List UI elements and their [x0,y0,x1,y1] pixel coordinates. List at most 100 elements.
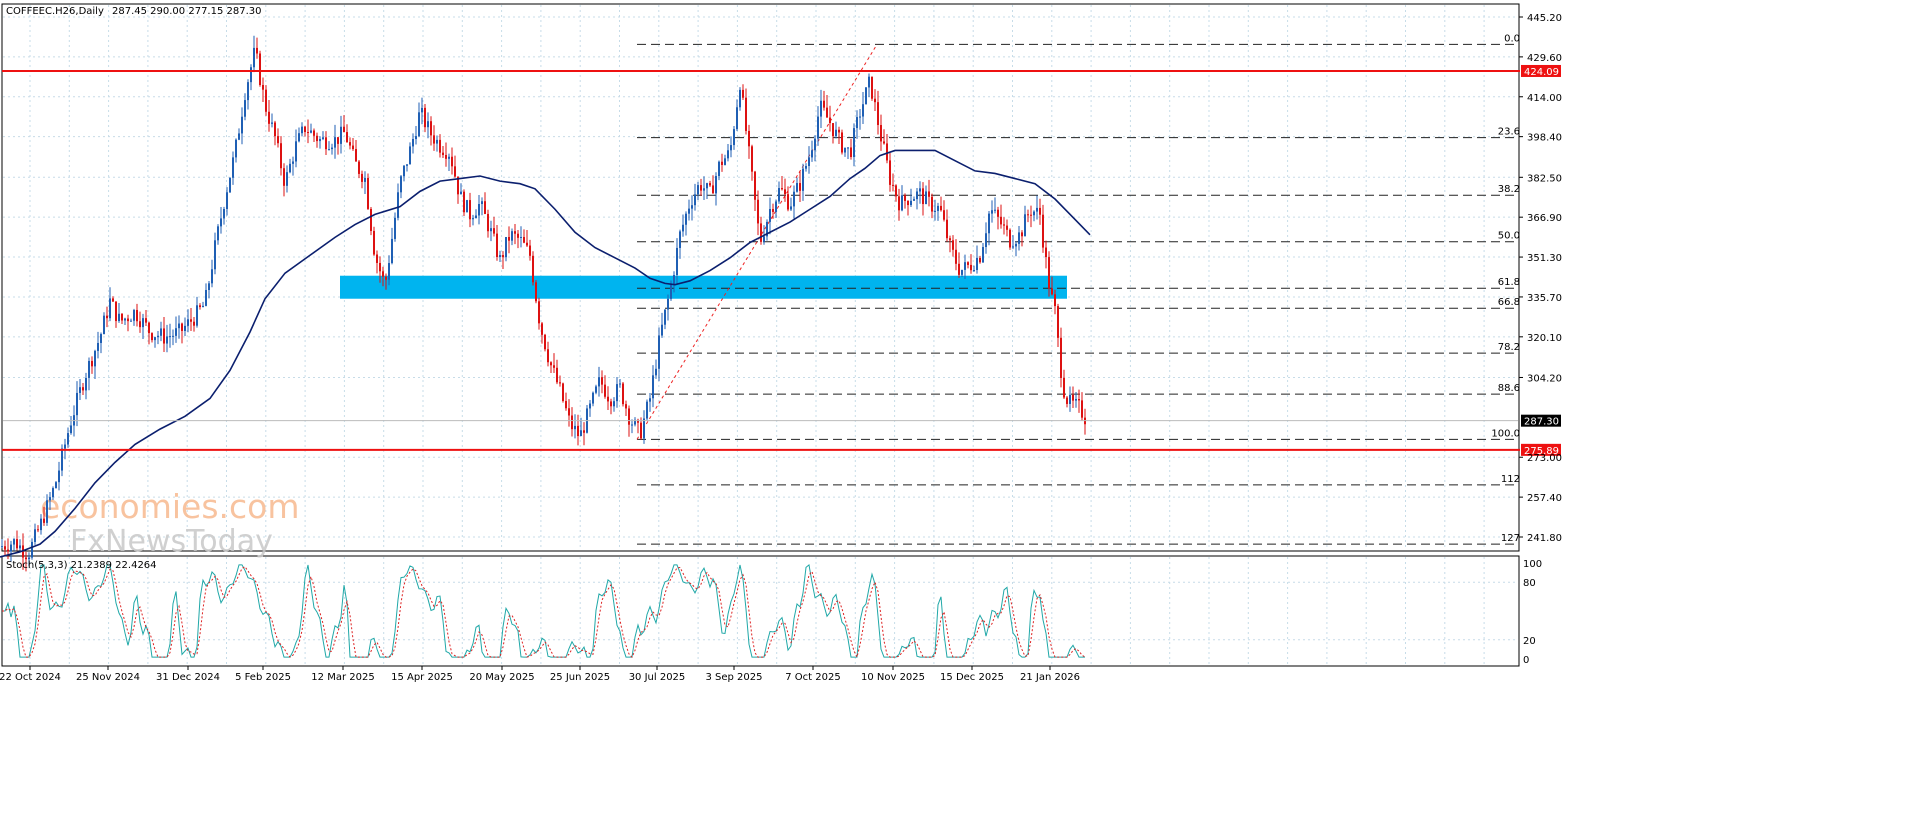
candle-body [961,269,963,275]
chart-root: economies.com FxNewsToday 0.0 23.6 38.2 50.… [0,3,1562,683]
candle-body [148,322,150,334]
candle-body [220,218,222,227]
candle-body [793,191,795,207]
candle-body [19,545,21,549]
candle-body [115,301,117,322]
candle-body [70,425,72,434]
candle-body [1018,232,1020,244]
price-tick-label: 304.20 [1527,373,1562,384]
candle-body [214,240,216,270]
candle-body [649,398,651,402]
candle-body [532,255,534,283]
candle-body [805,166,807,169]
grid-main [3,5,1518,550]
candle-body [736,107,738,130]
candle-body [559,382,561,384]
candle-body [298,133,300,142]
candle-body [856,117,858,129]
date-tick-label: 10 Nov 2025 [861,672,925,683]
candle-body [607,396,609,402]
candle-body [667,298,669,310]
candle-body [151,333,153,341]
ohlc-header: 287.45 290.00 277.15 287.30 [112,6,262,17]
candle-body [556,367,558,383]
candle-body [529,245,531,256]
date-tick-label: 15 Apr 2025 [391,672,453,683]
candle-body [553,365,555,368]
symbol-header: COFFEEC.H26,Daily [6,6,104,17]
candle-body [199,305,201,308]
candle-body [376,254,378,263]
candle-body [421,107,423,113]
candle-body [232,157,234,178]
candle-body [460,191,462,195]
candle-body [163,328,165,344]
candle-body [994,209,996,211]
candle-body [589,403,591,409]
candle-body [973,270,975,272]
candle-body [178,323,180,329]
candle-body [568,408,570,416]
candle-body [409,146,411,165]
candle-body [652,375,654,399]
candle-body [1000,216,1002,225]
date-tick-label: 21 Jan 2026 [1020,672,1080,683]
candle-body [727,150,729,159]
candle-body [931,196,933,212]
fib-level-label: 78.2 [1498,342,1520,353]
date-tick-label: 15 Dec 2025 [940,672,1004,683]
candle-body [742,89,744,98]
fib-level-label: 100.0 [1491,428,1520,439]
candle-body [271,122,273,124]
candle-body [88,360,90,378]
price-tick-label: 398.40 [1527,133,1562,144]
candle-body [496,233,498,257]
stochastic-main-line [2,563,1085,658]
candle-body [646,401,648,419]
price-tick-label: 445.20 [1527,13,1562,24]
candle-body [700,185,702,191]
candle-body [1069,394,1071,404]
candle-body [34,529,36,542]
date-tick-label: 25 Jun 2025 [550,672,610,683]
candle-body [172,335,174,337]
candle-body [817,116,819,139]
candle-body [733,129,735,146]
candle-body [1048,257,1050,289]
candle-body [1051,288,1053,295]
candle-body [103,315,105,335]
date-tick-label: 25 Nov 2024 [76,672,140,683]
candle-body [505,236,507,258]
stochastic-lines [2,563,1086,659]
candle-body [304,126,306,133]
candle-body [109,298,111,319]
candle-body [154,337,156,341]
candle-body [910,200,912,206]
moving-average [0,149,1091,558]
fib-level-label: 88.6 [1498,383,1520,394]
candle-body [763,236,765,242]
candle-body [442,152,444,155]
candle-body [475,215,477,219]
candle-body [340,126,342,144]
candle-body [388,263,390,280]
candle-body [238,133,240,140]
watermark-fxnewstoday: FxNewsToday [70,524,273,559]
candle-body [427,121,429,128]
candle-body [487,213,489,232]
candle-body [1021,232,1023,237]
candle-body [133,309,135,321]
candle-body [1012,246,1014,248]
horizontal-level-label: 424.09 [1524,67,1559,78]
fib-level-label: 127 [1501,533,1520,544]
candle-body [346,132,348,143]
candle-body [577,425,579,437]
watermark-economies: economies.com [40,487,300,526]
candle-body [448,156,450,159]
candle-body [370,208,372,231]
candle-body [838,129,840,133]
candle-body [175,328,177,336]
candle-body [514,231,516,234]
candle-body [4,546,6,550]
candle-body [967,262,969,265]
